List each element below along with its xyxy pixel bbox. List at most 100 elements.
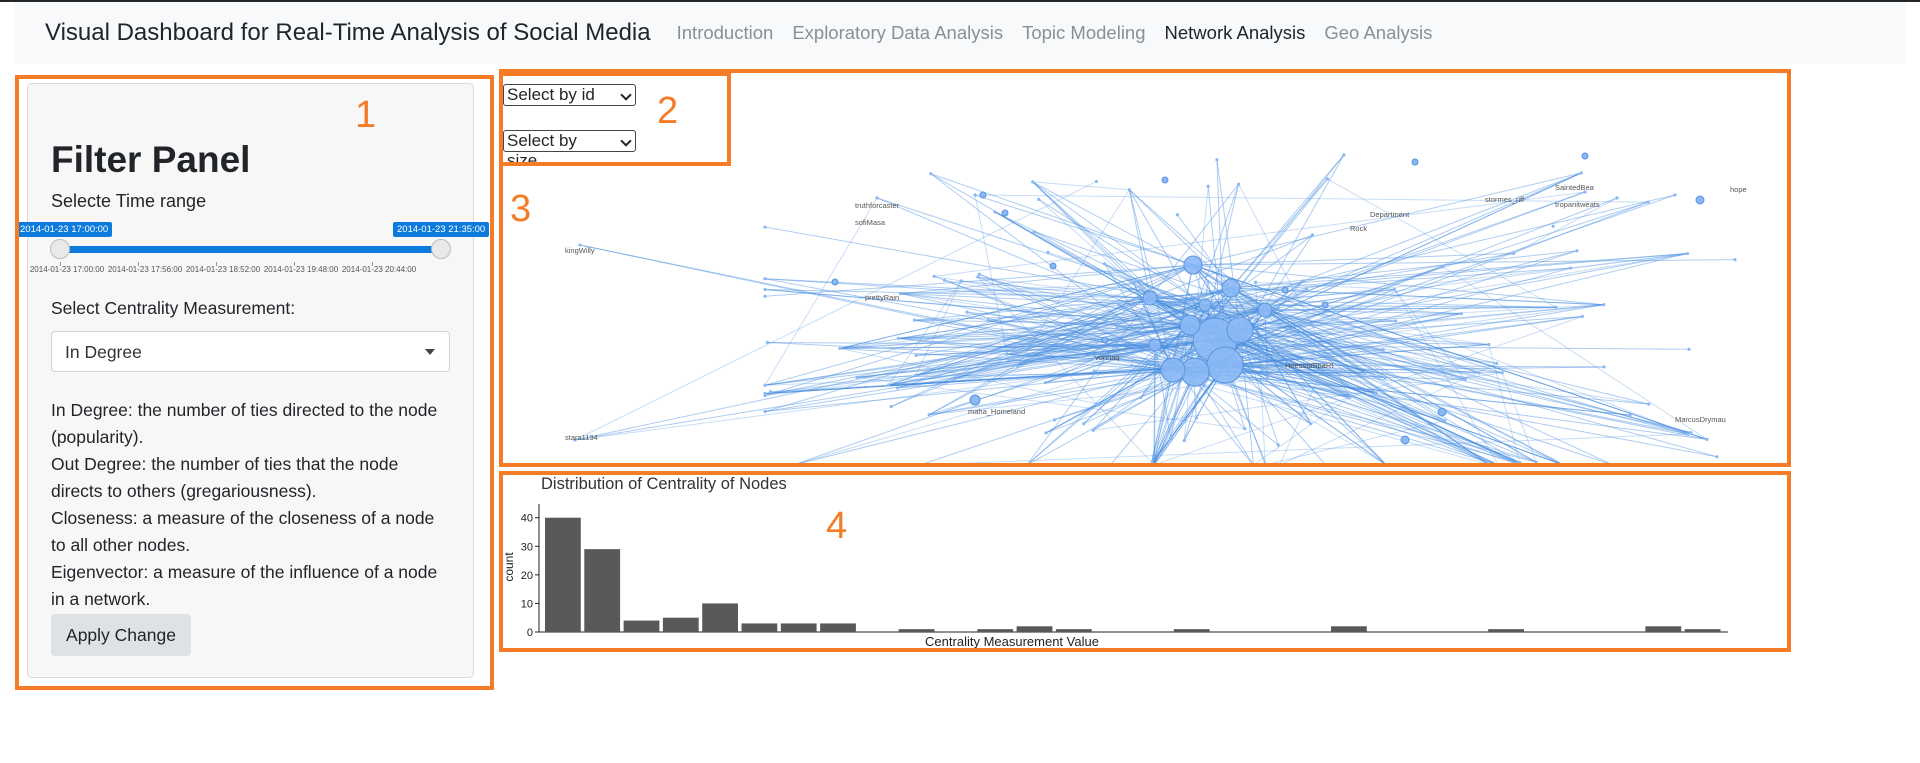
network-edge [888, 344, 1156, 386]
network-edge [1150, 369, 1174, 466]
slider-end-handle[interactable] [431, 239, 451, 259]
network-edge [898, 287, 1232, 339]
nav-topic-modeling[interactable]: Topic Modeling [1022, 22, 1146, 43]
annotation-label-3: 3 [510, 188, 532, 230]
network-edge [1189, 184, 1240, 326]
nav-exploratory-data-analysis[interactable]: Exploratory Data Analysis [792, 22, 1004, 43]
network-edge [1038, 198, 1206, 306]
histogram-bar [741, 623, 778, 632]
network-node [1049, 262, 1057, 270]
network-graph[interactable]: kingWilly stara1134 truthforcaster sofiMasa… [505, 150, 1785, 468]
network-edge [764, 264, 1194, 297]
network-edge [767, 341, 1156, 346]
desc-out-degree: Out Degree: the number of ties that the … [51, 454, 399, 501]
network-edge [1216, 159, 1241, 331]
network-edge [876, 197, 1216, 341]
slider-ticks [28, 262, 475, 272]
network-edge [1172, 369, 1499, 466]
network-edge [915, 304, 1206, 356]
y-tick-label: 30 [521, 541, 533, 553]
network-edge [1133, 283, 1174, 371]
network-edge [952, 287, 1232, 380]
network-edge [1149, 297, 1350, 398]
network-edge [1204, 304, 1366, 374]
network-edge [839, 297, 1151, 349]
network-node [1323, 361, 1327, 365]
network-edge [944, 279, 1174, 371]
network-node-label: tropanitweats [1555, 200, 1600, 209]
network-edge [1153, 344, 1156, 466]
centrality-dropdown[interactable]: In Degree [51, 331, 450, 372]
network-node [1689, 431, 1693, 435]
network-edge [1172, 194, 1676, 371]
network-edge [1264, 309, 1466, 380]
network-edge [966, 311, 1174, 371]
network-edge [888, 253, 1688, 386]
network-edge [1239, 172, 1582, 331]
network-edge [1172, 369, 1520, 464]
network-node [1686, 251, 1690, 256]
network-node [1695, 195, 1705, 205]
network-edge [916, 344, 1156, 356]
nav-network-analysis[interactable]: Network Analysis [1164, 22, 1306, 43]
network-edge [915, 280, 962, 376]
network-edge [914, 319, 1196, 373]
network-node [1602, 303, 1606, 307]
network-edge [900, 293, 1191, 326]
network-node [1615, 196, 1619, 200]
network-node [1005, 352, 1009, 356]
network-node [1091, 428, 1095, 432]
network-edge [1154, 344, 1386, 379]
network-node [1206, 279, 1210, 284]
network-edge [979, 273, 1196, 373]
network-labels: kingWilly stara1134 truthforcaster sofiMasa… [565, 183, 1747, 442]
network-edge [1204, 304, 1466, 380]
network-node-label: HoesstaBpaRt [1285, 361, 1334, 370]
network-node [1441, 265, 1445, 269]
nav-introduction[interactable]: Introduction [676, 22, 774, 43]
network-edge [839, 264, 1194, 349]
network-node [1348, 395, 1352, 399]
network-node [1330, 306, 1335, 311]
network-node [1583, 190, 1587, 194]
network-edge [1255, 282, 1266, 466]
network-node [769, 390, 773, 394]
network-edge [994, 211, 1216, 341]
network-edge [1142, 299, 1174, 371]
select-by-id[interactable]: Select by id [503, 84, 636, 106]
network-edge [1239, 313, 1462, 331]
network-node [1602, 365, 1606, 369]
slider-start-handle[interactable] [50, 239, 70, 259]
network-edge [764, 289, 1191, 326]
network-edge [1239, 329, 1521, 466]
network-edge [1154, 288, 1307, 346]
network-edge [934, 191, 1586, 277]
network-node [977, 272, 981, 276]
network-edge [1154, 364, 1226, 466]
time-range-slider-track[interactable] [60, 246, 441, 253]
histogram-bar [623, 620, 660, 632]
network-edge [1032, 181, 1130, 191]
centrality-dropdown-value: In Degree [65, 342, 142, 362]
histogram-bar [780, 623, 817, 632]
network-node [1459, 312, 1463, 316]
network-edge [1122, 286, 1691, 434]
network-node [995, 346, 999, 350]
network-edge [914, 319, 1191, 326]
network-edge [876, 197, 1206, 306]
network-node [1309, 422, 1313, 426]
apply-change-button[interactable]: Apply Change [51, 614, 191, 656]
network-edge [1253, 396, 1351, 466]
network-edge [856, 329, 1241, 378]
histogram-bar [545, 517, 581, 632]
network-edge [1154, 344, 1377, 394]
network-node [1095, 340, 1099, 344]
network-edge [1230, 287, 1614, 466]
chart-title: Distribution of Centrality of Nodes [541, 475, 787, 493]
network-edge [914, 309, 1266, 321]
network-node [1342, 153, 1346, 157]
histogram-bar [820, 623, 856, 632]
nav-geo-analysis[interactable]: Geo Analysis [1324, 22, 1433, 43]
network-edge [1194, 304, 1604, 373]
network-edge [974, 194, 1649, 203]
